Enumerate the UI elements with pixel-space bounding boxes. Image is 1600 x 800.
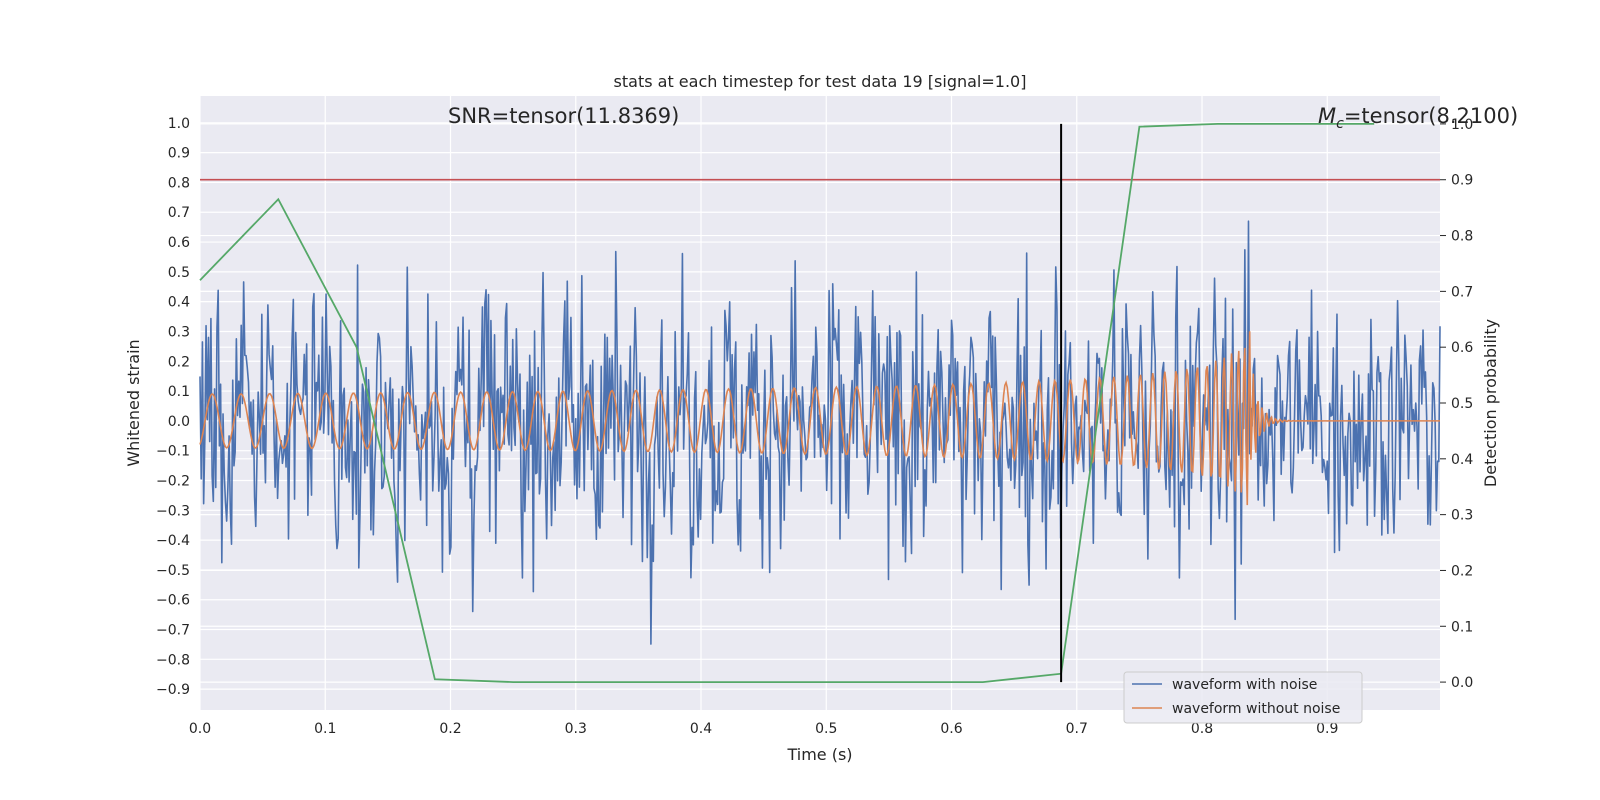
chart-title: stats at each timestep for test data 19 …: [614, 72, 1027, 91]
y2-tick-label: 0.9: [1451, 173, 1473, 189]
y2-tick-label: 1.0: [1451, 117, 1473, 133]
chirp-mass-value: =tensor(8.2100): [1344, 104, 1518, 128]
y2-tick-label: 0.7: [1451, 284, 1473, 300]
x-tick-label: 0.4: [690, 721, 712, 737]
legend-label-clean: waveform without noise: [1172, 701, 1340, 717]
y-tick-label: 0.4: [168, 295, 190, 311]
x-tick-label: 0.2: [439, 721, 461, 737]
y-tick-label: 0.5: [168, 265, 190, 281]
y2-axis-label: Detection probability: [1481, 319, 1500, 487]
y-tick-label: 0.3: [168, 324, 190, 340]
legend: waveform with noise waveform without noi…: [1123, 671, 1363, 724]
y-tick-label: −0.6: [156, 593, 190, 609]
legend-label-noise: waveform with noise: [1172, 677, 1317, 693]
y-tick-label: 0.8: [168, 175, 190, 191]
y-axis-label: Whitened strain: [124, 339, 143, 466]
y-tick-label: −0.1: [156, 444, 190, 460]
x-tick-label: 0.6: [940, 721, 962, 737]
x-tick-label: 0.7: [1066, 721, 1088, 737]
y-tick-label: 0.1: [168, 384, 190, 400]
x-tick-label: 0.1: [314, 721, 336, 737]
series-layer: [199, 123, 1441, 683]
y-axis-ticks: 1.0 0.9 0.8 0.7 0.6 0.5 0.4 0.3 0.2 0.1 0.0 −0.1 −0.…: [156, 116, 190, 698]
legend-box: [1123, 671, 1363, 724]
y-tick-label: 0.7: [168, 205, 190, 221]
y2-tick-label: 0.0: [1451, 675, 1473, 691]
x-tick-label: 0.5: [815, 721, 837, 737]
y-tick-label: −0.9: [156, 682, 190, 698]
chirp-mass-annotation: Mc=tensor(8.2100): [1318, 104, 1518, 132]
y-tick-label: −0.7: [156, 623, 190, 639]
y2-tick-label: 0.3: [1451, 508, 1473, 524]
y-tick-label: −0.8: [156, 652, 190, 668]
chirp-mass-symbol: M: [1318, 104, 1336, 128]
snr-annotation: SNR=tensor(11.8369): [448, 104, 679, 128]
y-tick-label: −0.3: [156, 503, 190, 519]
y2-axis-ticks: 1.0 0.9 0.8 0.7 0.6 0.5 0.4 0.3 0.2 0.1 0.0: [1440, 117, 1473, 691]
y2-tick-label: 0.6: [1451, 340, 1473, 356]
y-tick-label: −0.2: [156, 473, 190, 489]
y-tick-label: 0.0: [168, 414, 190, 430]
y-tick-label: 1.0: [168, 116, 190, 132]
series-line-probability: [199, 123, 1375, 683]
x-axis-label: Time (s): [786, 745, 852, 764]
x-tick-label: 0.8: [1191, 721, 1213, 737]
chirp-mass-subscript: c: [1336, 116, 1344, 132]
y2-tick-label: 0.4: [1451, 452, 1473, 468]
y-tick-label: 0.9: [168, 146, 190, 162]
y-tick-label: 0.2: [168, 354, 190, 370]
y2-tick-label: 0.2: [1451, 563, 1473, 579]
y2-tick-label: 0.5: [1451, 396, 1473, 412]
series-line-clean: [199, 331, 1440, 506]
x-axis-ticks: 0.0 0.1 0.2 0.3 0.4 0.5 0.6 0.7 0.8 0.9: [189, 721, 1339, 737]
x-tick-label: 0.0: [189, 721, 211, 737]
y-tick-label: 0.6: [168, 235, 190, 251]
x-tick-label: 0.3: [565, 721, 587, 737]
y-tick-label: −0.5: [156, 563, 190, 579]
x-tick-label: 0.9: [1316, 721, 1338, 737]
y2-tick-label: 0.8: [1451, 229, 1473, 245]
y2-tick-label: 0.1: [1451, 619, 1473, 635]
y-tick-label: −0.4: [156, 533, 190, 549]
